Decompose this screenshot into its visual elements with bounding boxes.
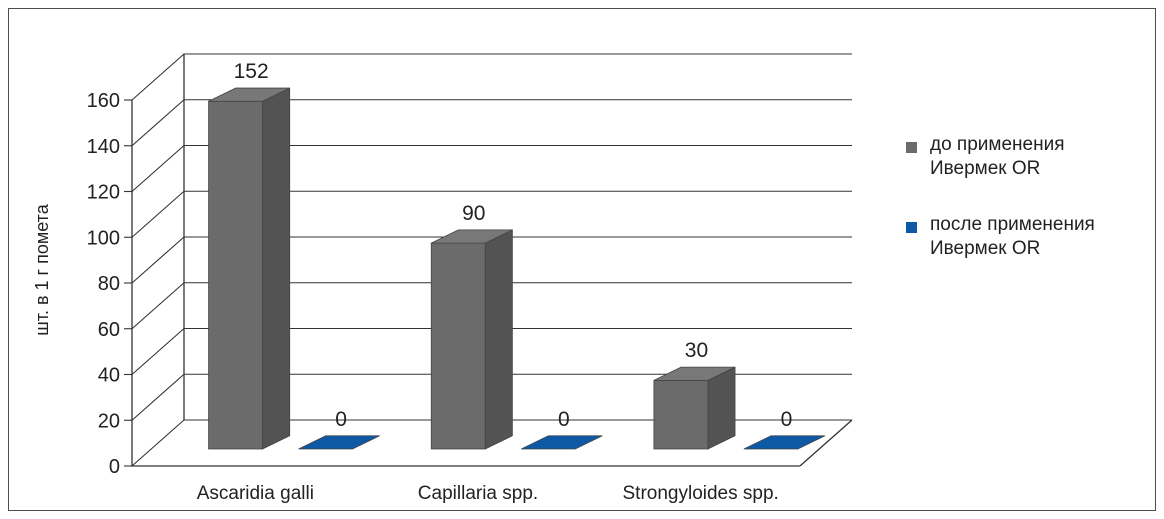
legend-label-after-line2: Ивермек OR bbox=[930, 238, 1041, 259]
x-tick-label: Strongyloides spp. bbox=[623, 483, 779, 504]
data-label: 152 bbox=[234, 60, 269, 83]
data-label: 0 bbox=[781, 408, 793, 431]
y-tick-label: 80 bbox=[98, 273, 120, 295]
bar bbox=[521, 435, 603, 450]
bar bbox=[208, 87, 291, 450]
data-label: 30 bbox=[685, 339, 708, 362]
legend-item-before: до применения Ивермек OR bbox=[906, 133, 1146, 183]
gridline bbox=[131, 53, 852, 101]
y-tick-label: 100 bbox=[87, 227, 120, 249]
bar-top bbox=[298, 435, 380, 450]
y-tick-label: 40 bbox=[98, 365, 120, 387]
bar-front bbox=[653, 379, 709, 450]
data-label: 0 bbox=[558, 408, 570, 431]
y-axis-label: шт. в 1 г помета bbox=[32, 203, 52, 335]
gridlines bbox=[124, 53, 852, 467]
gridline bbox=[131, 282, 852, 330]
bar-side bbox=[262, 87, 291, 450]
y-tick-label: 20 bbox=[98, 410, 120, 432]
bars bbox=[208, 87, 826, 450]
gridline bbox=[131, 190, 852, 238]
legend-swatch-after bbox=[906, 222, 917, 233]
data-label: 0 bbox=[335, 408, 347, 431]
bar-top bbox=[521, 435, 603, 450]
bar-side bbox=[707, 366, 736, 450]
x-tick-label: Ascaridia galli bbox=[197, 483, 314, 504]
bar-top bbox=[653, 366, 736, 381]
legend-label-before-line2: Ивермек OR bbox=[930, 158, 1041, 179]
bar bbox=[743, 435, 826, 450]
gridline bbox=[131, 419, 852, 467]
chart-frame bbox=[8, 8, 1156, 511]
bar-side bbox=[484, 229, 513, 450]
bar bbox=[298, 435, 380, 450]
gridline bbox=[131, 373, 852, 421]
bar-front bbox=[430, 242, 486, 450]
y-tick-label: 60 bbox=[98, 319, 120, 341]
bar-top bbox=[208, 87, 290, 102]
legend-label-after-line1: после применения bbox=[930, 214, 1095, 235]
gridline bbox=[131, 236, 852, 284]
legend-swatch-before bbox=[906, 142, 917, 153]
y-tick-label: 120 bbox=[87, 182, 120, 204]
gridline bbox=[131, 99, 852, 147]
y-tick-label: 160 bbox=[87, 90, 120, 112]
data-labels: 152 0 90 0 30 0 bbox=[234, 60, 793, 431]
x-tick-labels: Ascaridia galli Capillaria spp. Strongyloi… bbox=[197, 483, 779, 504]
bar bbox=[430, 229, 513, 450]
data-label: 90 bbox=[462, 202, 485, 225]
y-tick-label: 140 bbox=[87, 136, 120, 158]
gridline bbox=[131, 144, 852, 192]
gridline bbox=[131, 327, 852, 375]
bar-top bbox=[431, 229, 513, 244]
bar bbox=[653, 366, 736, 450]
y-tick-label: 0 bbox=[109, 456, 120, 478]
x-tick-label: Capillaria spp. bbox=[418, 483, 538, 504]
floor-right-edge bbox=[799, 419, 853, 467]
bar-front bbox=[208, 100, 263, 450]
legend-item-after: после применения Ивермек OR bbox=[906, 213, 1146, 263]
bar-top bbox=[743, 435, 826, 450]
y-tick-labels: 0 20 40 60 80 100 120 140 160 bbox=[87, 90, 120, 478]
legend-label-before-line1: до применения bbox=[930, 134, 1065, 155]
